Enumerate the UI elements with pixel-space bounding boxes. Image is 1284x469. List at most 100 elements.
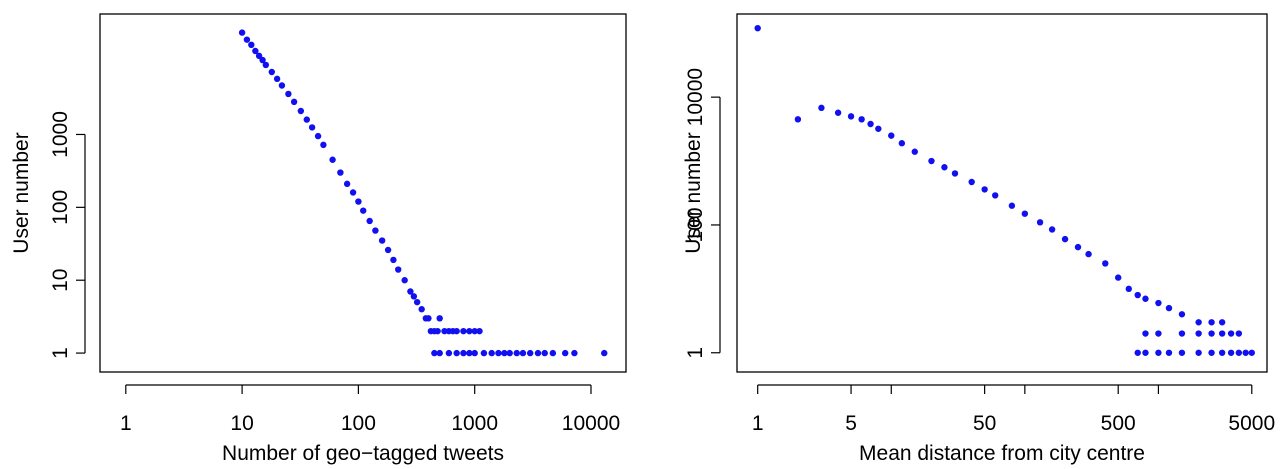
data-point — [453, 327, 460, 335]
data-point — [1208, 330, 1215, 337]
data-point — [431, 349, 438, 357]
data-point — [303, 116, 310, 123]
data-point — [372, 227, 379, 234]
data-point — [308, 124, 316, 131]
data-point — [951, 170, 959, 177]
x-tick-label: 10 — [230, 412, 253, 435]
data-point — [541, 349, 548, 357]
data-point — [252, 47, 259, 55]
data-point — [867, 120, 874, 128]
x-axis-title: Number of geo−tagged tweets — [222, 442, 504, 465]
data-point — [534, 349, 542, 357]
data-point — [1102, 260, 1109, 267]
x-tick-label: 1 — [752, 412, 764, 435]
y-tick-label: 1000 — [49, 111, 72, 158]
data-point — [601, 349, 608, 357]
data-point — [1195, 349, 1202, 356]
data-point — [1208, 319, 1215, 326]
tweets-count-chart: 1 10 100 1000 10000 1 10 100 1000 Number of geo… — [10, 13, 627, 465]
x-tick-label: 1 — [120, 412, 132, 435]
data-point — [1155, 299, 1162, 307]
x-tick-label: 10000 — [562, 412, 620, 435]
x-tick-label: 500 — [1101, 412, 1136, 435]
data-point — [407, 288, 414, 295]
data-point — [928, 157, 935, 165]
data-point — [1178, 330, 1186, 337]
data-point — [571, 349, 578, 357]
data-point — [1218, 349, 1226, 356]
x-tick-label: 100 — [341, 412, 376, 435]
data-point — [858, 116, 865, 123]
data-point — [1142, 349, 1149, 356]
data-point — [794, 116, 802, 123]
data-point — [329, 156, 336, 163]
x-tick-label: 5000 — [1228, 412, 1275, 435]
data-point — [378, 237, 386, 244]
data-point — [1227, 349, 1235, 356]
data-point — [480, 349, 488, 357]
data-point — [1155, 330, 1162, 337]
data-point — [441, 327, 448, 335]
data-point — [390, 256, 397, 264]
data-point — [1155, 349, 1162, 356]
data-point — [941, 164, 948, 171]
data-point — [290, 98, 298, 106]
x-axis-title: Mean distance from city centre — [859, 442, 1145, 465]
y-tick-label: 100 — [684, 207, 707, 242]
data-point — [875, 125, 882, 132]
data-point — [243, 36, 251, 43]
data-point — [1048, 226, 1056, 233]
data-point — [366, 217, 373, 225]
data-point — [262, 61, 270, 69]
data-point — [1178, 311, 1186, 318]
data-point — [436, 315, 443, 322]
data-point — [343, 180, 351, 188]
x-axis: 1 10 100 1000 10000 — [120, 384, 620, 435]
data-point — [1165, 304, 1173, 312]
data-point — [476, 327, 483, 335]
data-point — [434, 327, 441, 335]
data-point — [1165, 349, 1173, 356]
data-point — [488, 349, 495, 357]
y-axis: 1 10 100 1000 — [49, 111, 86, 359]
data-point — [238, 29, 246, 36]
data-point — [1008, 202, 1016, 209]
data-point — [466, 327, 473, 335]
x-tick-label: 5 — [845, 412, 857, 435]
data-point — [413, 298, 421, 306]
data-point — [418, 306, 425, 313]
y-tick-label: 1 — [684, 347, 707, 359]
data-point — [255, 52, 263, 60]
data-point — [471, 327, 478, 335]
data-point — [320, 141, 327, 149]
y-axis-title: User number — [10, 132, 33, 253]
data-point — [1061, 235, 1069, 243]
data-point — [460, 327, 467, 335]
data-point — [495, 349, 502, 357]
data-point — [1208, 349, 1215, 356]
data-point — [1115, 274, 1122, 281]
data-point — [519, 349, 527, 357]
data-point — [410, 293, 418, 300]
data-point — [1178, 349, 1186, 356]
data-point — [349, 189, 357, 196]
data-point — [506, 349, 513, 357]
y-tick-label: 10 — [49, 269, 72, 292]
data-point — [337, 169, 344, 176]
data-point — [754, 24, 761, 32]
data-point — [818, 104, 825, 112]
data-point — [285, 90, 292, 98]
data-point — [436, 349, 443, 357]
y-tick-label: 1 — [49, 347, 72, 359]
data-point — [1218, 330, 1226, 337]
data-points — [754, 24, 1255, 356]
data-point — [888, 132, 895, 139]
data-point — [297, 107, 305, 115]
data-point — [847, 113, 855, 120]
data-point — [1195, 319, 1202, 326]
data-point — [1085, 250, 1092, 258]
data-point — [360, 207, 367, 214]
data-points — [238, 29, 608, 357]
data-point — [384, 246, 392, 254]
